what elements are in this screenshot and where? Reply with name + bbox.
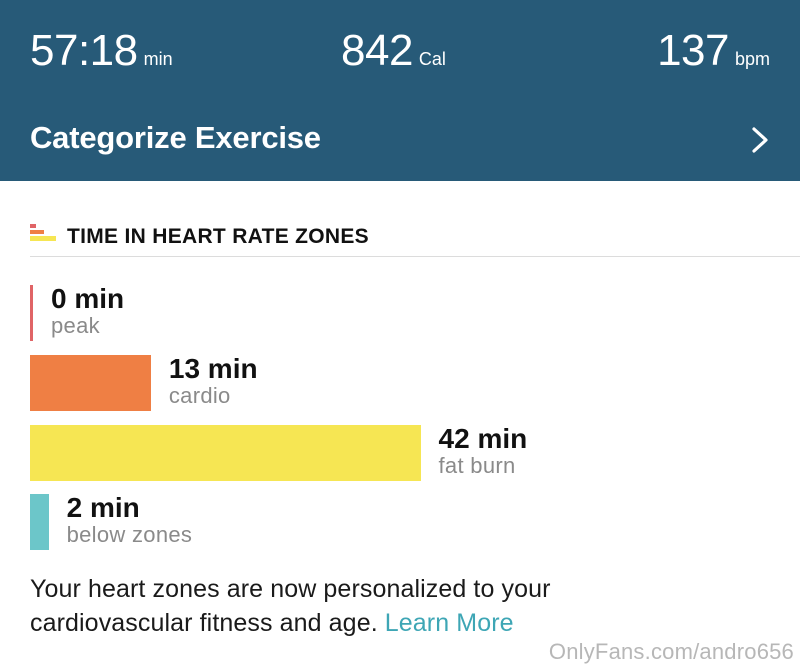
zone-row-cardio: 13 min cardio — [30, 355, 770, 411]
heart-rate-value: 137 — [657, 26, 729, 75]
zone-row-fat-burn: 42 min fat burn — [30, 425, 770, 481]
zone-label: 42 min fat burn — [439, 425, 528, 478]
heart-rate-unit: bpm — [734, 49, 770, 69]
zone-label: 2 min below zones — [67, 494, 193, 547]
zone-minutes: 13 min — [168, 353, 258, 384]
zone-name: below zones — [66, 522, 193, 547]
divider — [30, 256, 800, 257]
zone-row-peak: 0 min peak — [30, 285, 770, 341]
zone-name: cardio — [168, 383, 231, 408]
personalized-zones-note: Your heart zones are now personalized to… — [30, 572, 650, 640]
calories-stat: 842 Cal — [341, 26, 446, 76]
zone-minutes: 42 min — [438, 423, 528, 454]
zone-bar — [30, 425, 421, 481]
zone-minutes: 2 min — [66, 492, 140, 523]
zone-label: 0 min peak — [51, 285, 124, 338]
calories-value: 842 — [341, 26, 413, 75]
heart-rate-stat: 137 bpm — [657, 26, 770, 76]
zone-bar — [30, 355, 151, 411]
zone-label: 13 min cardio — [169, 355, 258, 408]
categorize-exercise-button[interactable]: Categorize Exercise — [30, 120, 321, 155]
zone-name: fat burn — [438, 453, 516, 478]
zones-icon — [30, 224, 56, 241]
duration-stat: 57:18 min — [30, 26, 173, 76]
zone-bar — [30, 285, 33, 341]
calories-unit: Cal — [418, 49, 446, 69]
duration-unit: min — [143, 49, 173, 69]
zone-name: peak — [51, 313, 100, 338]
note-text: Your heart zones are now personalized to… — [30, 575, 551, 637]
learn-more-link[interactable]: Learn More — [384, 609, 514, 637]
zone-bar — [30, 494, 49, 550]
section-title: TIME IN HEART RATE ZONES — [67, 225, 369, 248]
chevron-right-icon[interactable] — [750, 126, 770, 154]
duration-value: 57:18 — [30, 26, 138, 75]
zone-minutes: 0 min — [51, 283, 125, 314]
zone-row-below-zones: 2 min below zones — [30, 494, 770, 550]
workout-summary-header: 57:18 min 842 Cal 137 bpm Categorize Exerci… — [0, 0, 800, 181]
watermark: OnlyFans.com/andro656 — [548, 639, 794, 664]
